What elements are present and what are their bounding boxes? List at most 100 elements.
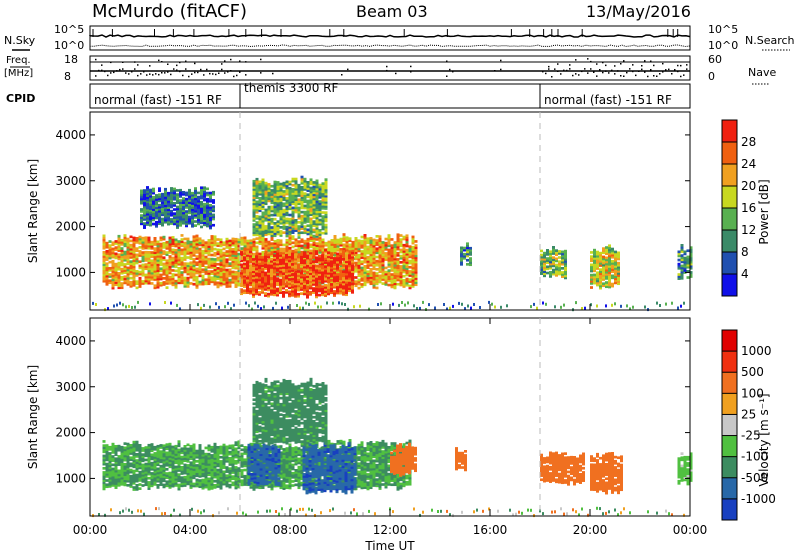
- heatmap-cell: [602, 278, 605, 281]
- heatmap-cell: [369, 245, 373, 248]
- heatmap-cell: [194, 197, 197, 201]
- heatmap-cell: [249, 254, 252, 258]
- heatmap-cell: [267, 276, 270, 279]
- heatmap-cell: [185, 224, 188, 228]
- heatmap-cell: [336, 275, 339, 278]
- heatmap-cell: [321, 186, 325, 190]
- heatmap-cell: [282, 264, 285, 267]
- heatmap-cell: [312, 245, 316, 249]
- heatmap-cell: [198, 274, 202, 278]
- heatmap-cell: [102, 273, 106, 277]
- heatmap-cell: [300, 175, 304, 179]
- heatmap-cell: [288, 286, 291, 290]
- heatmap-cell: [348, 268, 351, 272]
- heatmap-cell: [212, 205, 215, 208]
- heatmap-cell: [252, 188, 256, 191]
- heatmap-cell: [342, 268, 346, 271]
- heatmap-cell: [306, 185, 310, 188]
- heatmap-cell: [252, 210, 256, 214]
- heatmap-cell: [198, 268, 202, 271]
- heatmap-cell: [165, 275, 169, 279]
- heatmap-cell: [135, 272, 139, 275]
- heatmap-cell: [611, 255, 614, 259]
- heatmap-cell: [282, 181, 286, 185]
- heatmap-cell: [282, 268, 286, 272]
- heatmap-cell: [348, 264, 351, 268]
- heatmap-cell: [252, 196, 256, 200]
- heatmap-cell: [339, 241, 343, 245]
- heatmap-cell: [141, 253, 145, 256]
- heatmap-cell: [351, 243, 355, 246]
- heatmap-cell: [195, 263, 199, 267]
- heatmap-cell: [261, 236, 265, 240]
- heatmap-cell: [165, 445, 169, 448]
- heatmap-cell: [303, 212, 307, 216]
- heatmap-cell: [315, 212, 319, 216]
- heatmap-cell: [590, 251, 593, 254]
- nave-dot: [239, 71, 241, 73]
- heatmap-cell: [171, 277, 175, 281]
- heatmap-cell: [167, 218, 170, 222]
- heatmap-cell: [177, 467, 181, 470]
- heatmap-cell: [552, 256, 555, 259]
- heatmap-cell: [114, 246, 118, 249]
- heatmap-cell: [677, 262, 681, 266]
- heatmap-cell: [209, 210, 212, 213]
- heatmap-cell: [155, 210, 158, 214]
- heatmap-cell: [315, 179, 319, 183]
- power-ylabel: Slant Range [km]: [26, 159, 40, 263]
- heatmap-cell: [128, 304, 130, 308]
- heatmap-cell: [111, 278, 115, 282]
- heatmap-cell: [207, 282, 211, 286]
- heatmap-cell: [186, 237, 190, 241]
- heatmap-cell: [288, 201, 292, 205]
- heatmap-cell: [140, 222, 143, 226]
- heatmap-cell: [378, 264, 382, 267]
- heatmap-cell: [183, 258, 187, 261]
- heatmap-cell: [204, 268, 208, 271]
- heatmap-cell: [677, 258, 681, 262]
- heatmap-cell: [156, 261, 160, 264]
- nave-dot: [119, 68, 121, 71]
- heatmap-cell: [105, 475, 109, 478]
- heatmap-cell: [183, 256, 187, 259]
- heatmap-cell: [677, 254, 681, 258]
- heatmap-cell: [593, 261, 596, 264]
- nave-dot: [137, 64, 139, 66]
- heatmap-cell: [156, 259, 160, 262]
- heatmap-cell: [177, 469, 181, 472]
- heatmap-cell: [360, 256, 364, 259]
- heatmap-cell: [114, 248, 118, 251]
- heatmap-cell: [191, 216, 194, 220]
- heatmap-cell: [138, 458, 142, 462]
- heatmap-cell: [168, 240, 172, 244]
- heatmap-cell: [324, 265, 327, 269]
- heatmap-cell: [339, 277, 342, 281]
- heatmap-cell: [288, 197, 292, 200]
- heatmap-cell: [366, 262, 370, 265]
- heatmap-cell: [297, 270, 300, 273]
- heatmap-cell: [333, 253, 337, 257]
- heatmap-cell: [258, 286, 261, 290]
- nave-dot: [551, 76, 553, 78]
- heatmap-cell: [399, 283, 403, 287]
- heatmap-cell: [321, 223, 325, 227]
- heatmap-cell: [273, 201, 277, 205]
- heatmap-cell: [117, 272, 121, 275]
- heatmap-cell: [327, 261, 330, 265]
- heatmap-cell: [288, 182, 292, 186]
- heatmap-cell: [258, 278, 261, 282]
- nave-dot: [155, 73, 157, 75]
- heatmap-cell: [203, 196, 206, 200]
- heatmap-cell: [255, 182, 259, 185]
- heatmap-cell: [267, 286, 270, 290]
- heatmap-cell: [143, 201, 146, 205]
- heatmap-cell: [303, 261, 306, 265]
- heatmap-cell: [188, 215, 191, 219]
- heatmap-cell: [153, 460, 157, 464]
- heatmap-cell: [300, 206, 304, 210]
- heatmap-cell: [174, 469, 178, 473]
- heatmap-cell: [303, 263, 306, 267]
- heatmap-cell: [276, 262, 279, 266]
- heatmap-cell: [294, 253, 297, 257]
